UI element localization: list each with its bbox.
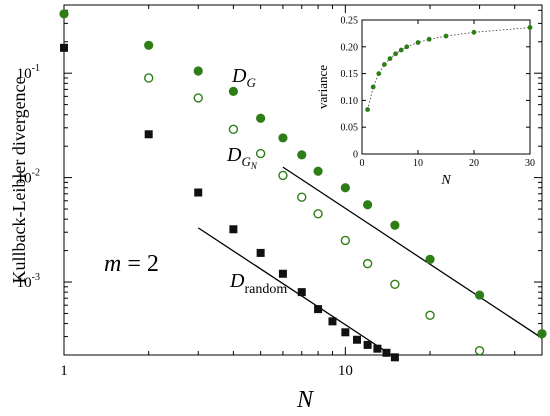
annotation-m-symbol: m — [104, 251, 121, 277]
DG-point — [537, 329, 547, 339]
Drandom-point — [373, 344, 382, 353]
variance-point — [387, 56, 393, 61]
label-drandom-sub: random — [244, 282, 287, 297]
DGN-point — [297, 192, 307, 202]
main-plot-frame — [63, 4, 543, 356]
variance-point — [376, 71, 382, 76]
y-tick-label: 10-2 — [17, 168, 40, 187]
DGN-point — [193, 93, 203, 103]
variance-point — [426, 36, 432, 42]
x-axis-title: N — [296, 387, 315, 413]
Drandom-point — [60, 43, 68, 52]
DG-point — [228, 86, 238, 96]
Drandom-point — [382, 348, 391, 357]
DGN-point — [313, 209, 323, 219]
label-dg-main: D — [231, 65, 247, 87]
variance-point — [527, 25, 533, 30]
Drandom-point — [352, 335, 361, 344]
Drandom-point — [363, 340, 372, 349]
x-tick-label: 10 — [338, 363, 353, 379]
DGN-point — [143, 73, 154, 83]
label-dg: DG — [231, 65, 256, 90]
Drandom-point — [341, 328, 350, 337]
variance-point — [404, 44, 410, 50]
DG-point — [425, 254, 435, 264]
inset-x-tick-label: 30 — [525, 158, 535, 169]
DG-point — [193, 66, 203, 76]
variance-point — [443, 33, 449, 39]
main-axes: 1 10 10-3 10-2 10-1 — [17, 5, 542, 379]
Drandom-point — [314, 305, 323, 314]
variance-point — [471, 29, 477, 35]
y-tick-label: 10-1 — [17, 63, 40, 82]
inset-y-tick-label: 0.20 — [341, 42, 359, 53]
inset-y-tick-label: 0.25 — [341, 16, 359, 27]
inset-x-tick-label: 20 — [469, 158, 479, 169]
inset-x-tick-label: 0 — [360, 158, 365, 169]
inset-y-tick-label: 0.10 — [341, 96, 359, 107]
label-dgn: DGN — [226, 144, 258, 171]
DGN-point — [228, 124, 239, 135]
main-fit-lines — [197, 166, 542, 355]
variance-point — [370, 84, 376, 90]
variance-point — [398, 47, 404, 53]
label-dg-sub: G — [246, 75, 256, 90]
inset-x-axis-title: N — [440, 173, 451, 188]
fit-upper-line — [282, 166, 542, 339]
main-series — [59, 9, 547, 362]
DGN-point — [278, 170, 288, 181]
inset-axes: 0 10 20 30 0 0.05 0.10 0.15 0.20 0.25 — [341, 16, 536, 170]
variance-point — [365, 107, 370, 112]
variance-point — [393, 51, 398, 57]
Drandom-point — [194, 188, 203, 197]
inset-series — [365, 25, 533, 112]
DG-point — [363, 200, 373, 210]
Drandom-point — [390, 353, 399, 362]
label-dgn-sub: G — [241, 154, 251, 169]
DGN-point — [425, 310, 435, 321]
DGN-point — [474, 345, 485, 356]
annotation-m-equals: m = 2 — [104, 251, 159, 277]
DG-point — [297, 150, 307, 160]
Drandom-point — [278, 269, 287, 278]
DG-point — [474, 290, 485, 300]
inset-frame — [361, 19, 531, 155]
DG-point — [144, 40, 154, 50]
DGN-point — [390, 279, 400, 290]
Drandom-point — [256, 248, 265, 257]
fit-lower-line — [197, 227, 393, 355]
x-tick-label: 1 — [60, 363, 68, 379]
Drandom-point — [229, 225, 238, 234]
Drandom-point — [144, 130, 153, 139]
label-drandom: Drandom — [229, 270, 287, 297]
DGN-point — [255, 148, 266, 159]
DGN-point — [340, 235, 351, 246]
DG-point — [278, 133, 288, 143]
label-dgn-main: D — [226, 144, 242, 166]
variance-point — [415, 40, 421, 45]
annotation-m-value: = 2 — [121, 251, 159, 277]
Drandom-point — [328, 317, 337, 326]
inset-y-tick-label: 0 — [353, 150, 358, 161]
y-axis-title: Kullback-Leibler divergence — [9, 76, 29, 283]
y-tick-label: 10-3 — [17, 272, 40, 291]
DGN-point — [362, 258, 373, 269]
DG-point — [390, 220, 400, 230]
inset-y-tick-label: 0.15 — [341, 69, 359, 80]
DG-point — [256, 113, 266, 123]
inset-y-tick-label: 0.05 — [341, 123, 359, 134]
label-dgn-subsub: N — [250, 161, 258, 171]
Drandom-point — [297, 288, 306, 297]
label-drandom-main: D — [229, 270, 245, 292]
inset-y-axis-title: variance — [315, 65, 330, 109]
DG-point — [59, 9, 69, 19]
variance-point — [382, 62, 387, 67]
inset-x-tick-label: 10 — [413, 158, 423, 169]
variance-line — [367, 27, 531, 110]
DG-point — [313, 166, 323, 176]
DG-point — [340, 183, 350, 193]
